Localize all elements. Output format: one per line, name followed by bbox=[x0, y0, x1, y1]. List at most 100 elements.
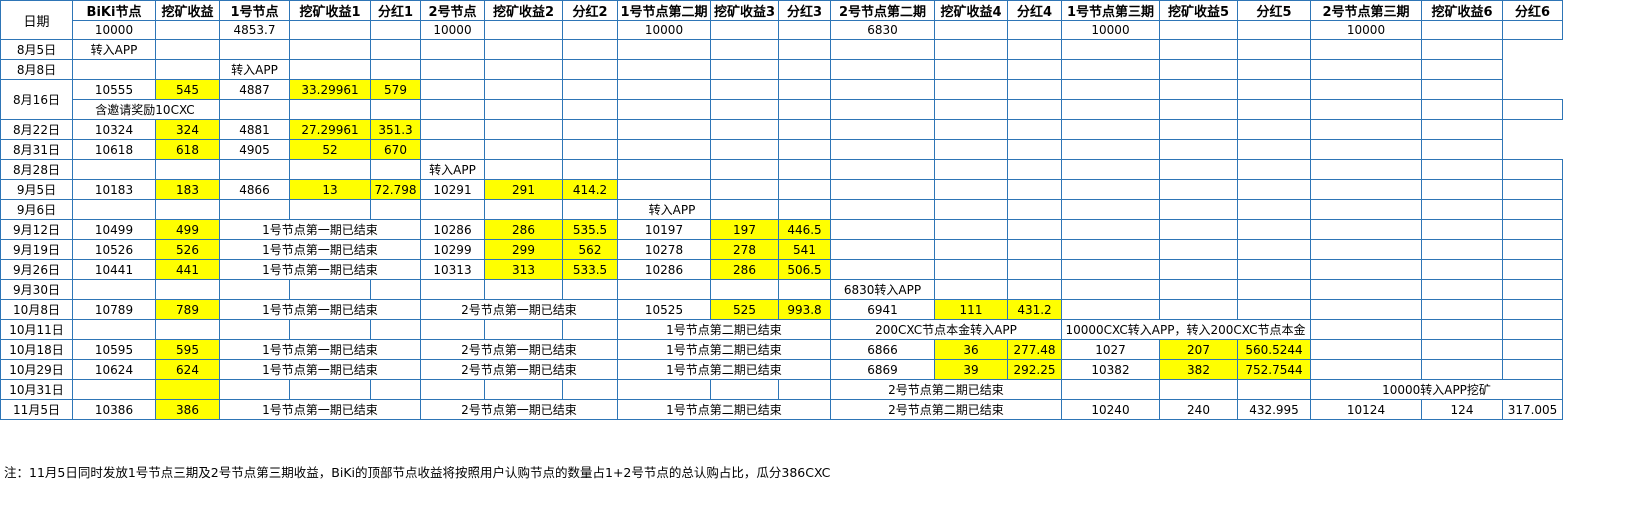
empty-cell bbox=[1502, 179, 1563, 200]
empty-cell bbox=[1310, 99, 1422, 120]
empty-cell bbox=[778, 179, 831, 200]
table-row: 9月12日 10499 499 1号节点第一期已结束 10286 286 535… bbox=[0, 219, 1563, 240]
date-cell: 9月19日 bbox=[0, 239, 73, 260]
empty-cell bbox=[710, 179, 779, 200]
empty-cell bbox=[155, 279, 220, 300]
empty-cell bbox=[562, 79, 618, 100]
empty-cell bbox=[830, 179, 935, 200]
date-cell: 9月5日 bbox=[0, 179, 73, 200]
empty-cell bbox=[562, 279, 618, 300]
empty-cell bbox=[830, 39, 935, 60]
header-node2-phase2: 2号节点第二期 bbox=[830, 0, 935, 21]
cell: 4905 bbox=[219, 139, 290, 160]
empty-cell bbox=[1159, 139, 1238, 160]
empty-cell bbox=[710, 79, 779, 100]
empty-cell bbox=[1310, 259, 1422, 280]
cell: 4853.7 bbox=[219, 20, 290, 40]
header-mining1: 挖矿收益1 bbox=[289, 0, 371, 21]
cell: 10499 bbox=[72, 219, 156, 240]
header-dividend6: 分红6 bbox=[1502, 0, 1563, 21]
empty-cell bbox=[484, 319, 563, 340]
empty-cell bbox=[1007, 139, 1062, 160]
empty-cell bbox=[1421, 199, 1503, 220]
empty-cell bbox=[830, 259, 935, 280]
empty-cell bbox=[1007, 239, 1062, 260]
initial-row: 10000 4853.7 10000 10000 6830 10000 1000… bbox=[1, 20, 1563, 40]
cell: 10000 bbox=[420, 20, 485, 40]
cell: 27.29961 bbox=[289, 119, 371, 140]
cell: 33.29961 bbox=[289, 79, 371, 100]
empty-cell bbox=[219, 39, 290, 60]
empty-cell bbox=[562, 379, 618, 400]
empty-cell bbox=[155, 319, 220, 340]
empty-cell bbox=[710, 279, 779, 300]
empty-cell bbox=[1237, 99, 1311, 120]
ended-note: 2号节点第二期已结束 bbox=[830, 399, 1062, 420]
empty-cell bbox=[710, 39, 779, 60]
note-cell: 含邀请奖励10CXC bbox=[72, 99, 220, 120]
empty-cell bbox=[1310, 179, 1422, 200]
empty-cell bbox=[1310, 79, 1422, 100]
empty-cell bbox=[1159, 39, 1238, 60]
empty-cell bbox=[1061, 99, 1160, 120]
empty-cell bbox=[1310, 59, 1422, 80]
cell bbox=[1237, 20, 1311, 40]
empty-cell bbox=[1007, 159, 1062, 180]
table-row: 9月6日 转入APP bbox=[0, 199, 1563, 220]
cell: 752.7544 bbox=[1237, 359, 1311, 380]
empty-cell bbox=[1237, 279, 1311, 300]
empty-cell bbox=[562, 59, 618, 80]
cell: 10624 bbox=[72, 359, 156, 380]
header-mining6: 挖矿收益6 bbox=[1421, 0, 1503, 21]
cell: 299 bbox=[484, 239, 563, 260]
table-row: 10月31日 2号节点第二期已结束 10000转入APP挖矿 bbox=[0, 379, 1563, 400]
ended-note: 1号节点第二期已结束 bbox=[617, 319, 831, 340]
cell: 506.5 bbox=[778, 259, 831, 280]
empty-cell bbox=[289, 279, 371, 300]
empty-cell bbox=[1159, 179, 1238, 200]
empty-cell bbox=[1502, 359, 1563, 380]
cell bbox=[778, 20, 831, 40]
empty-cell bbox=[219, 199, 290, 220]
mining-earnings-table: 日期 BiKi节点 挖矿收益 1号节点 挖矿收益1 分红1 2号节点 挖矿收益2… bbox=[0, 0, 1563, 420]
ended-note: 1号节点第一期已结束 bbox=[219, 239, 421, 260]
empty-cell bbox=[1421, 299, 1503, 320]
empty-cell bbox=[1159, 299, 1238, 320]
empty-cell bbox=[370, 59, 421, 80]
cell bbox=[934, 20, 1008, 40]
empty-cell bbox=[1502, 219, 1563, 240]
empty-cell bbox=[1007, 39, 1062, 60]
empty-cell bbox=[1061, 239, 1160, 260]
empty-cell bbox=[934, 259, 1008, 280]
empty-cell bbox=[420, 279, 485, 300]
empty-cell bbox=[370, 379, 421, 400]
cell: 10386 bbox=[72, 399, 156, 420]
empty-cell bbox=[484, 59, 563, 80]
empty-cell bbox=[1061, 219, 1160, 240]
header-mining: 挖矿收益 bbox=[155, 0, 220, 21]
cell: 277.48 bbox=[1007, 339, 1062, 360]
empty-cell bbox=[1159, 99, 1238, 120]
cell: 111 bbox=[934, 299, 1008, 320]
cell: 10278 bbox=[617, 239, 711, 260]
empty-cell bbox=[1310, 239, 1422, 260]
table-row: 9月5日 10183 183 4866 13 72.798 10291 291 … bbox=[0, 179, 1563, 200]
empty-cell bbox=[617, 159, 711, 180]
empty-cell bbox=[484, 119, 563, 140]
empty-cell bbox=[420, 119, 485, 140]
empty-cell bbox=[830, 159, 935, 180]
table-row: 8月8日 转入APP bbox=[0, 59, 1563, 80]
cell: 10000 bbox=[72, 20, 156, 40]
header-mining2: 挖矿收益2 bbox=[484, 0, 563, 21]
empty-cell bbox=[1007, 79, 1062, 100]
empty-cell bbox=[1237, 379, 1311, 400]
empty-cell bbox=[830, 219, 935, 240]
table-row: 9月30日 6830转入APP bbox=[0, 279, 1563, 300]
date-cell: 9月6日 bbox=[0, 199, 73, 220]
header-mining3: 挖矿收益3 bbox=[710, 0, 779, 21]
empty-cell bbox=[778, 119, 831, 140]
cell: 10618 bbox=[72, 139, 156, 160]
table-row: 8月22日 10324 324 4881 27.29961 351.3 bbox=[0, 119, 1563, 140]
header-date: 日期 bbox=[0, 0, 73, 40]
date-cell: 10月31日 bbox=[0, 379, 73, 400]
